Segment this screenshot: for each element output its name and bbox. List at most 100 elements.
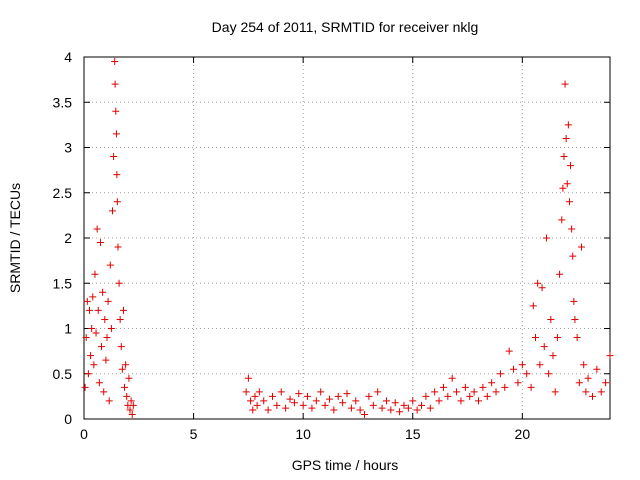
data-point	[571, 315, 579, 323]
data-point	[92, 329, 100, 337]
data-point	[356, 406, 364, 414]
data-point	[435, 397, 443, 405]
data-point	[121, 383, 129, 391]
data-point	[396, 408, 404, 416]
data-point	[117, 343, 125, 351]
data-point	[374, 388, 382, 396]
data-point	[347, 404, 355, 412]
data-point	[334, 392, 342, 400]
data-point	[448, 374, 456, 382]
data-point	[602, 379, 610, 387]
data-point	[273, 401, 281, 409]
y-axis-label: SRMTID / TECUs	[7, 183, 23, 293]
data-point	[90, 361, 98, 369]
data-point	[113, 171, 121, 179]
data-point	[562, 134, 570, 142]
data-point	[82, 334, 90, 342]
data-point	[83, 297, 91, 305]
data-point	[558, 216, 566, 224]
data-point	[126, 406, 134, 414]
data-point	[244, 374, 252, 382]
data-point	[606, 352, 614, 360]
data-point	[112, 130, 120, 138]
data-point	[110, 153, 118, 161]
data-point	[299, 401, 307, 409]
data-point	[85, 306, 93, 314]
data-point	[597, 388, 605, 396]
data-point	[255, 388, 263, 396]
data-point	[125, 374, 133, 382]
data-point	[439, 383, 447, 391]
data-point	[569, 252, 577, 260]
data-point	[418, 401, 426, 409]
data-point	[527, 383, 535, 391]
data-point	[101, 315, 109, 323]
data-point	[542, 234, 550, 242]
data-point	[369, 401, 377, 409]
data-point	[536, 361, 544, 369]
data-point	[560, 153, 568, 161]
data-point	[382, 397, 390, 405]
x-tick-label: 20	[515, 426, 531, 442]
y-tick-label: 0.5	[53, 366, 73, 382]
data-point	[529, 302, 537, 310]
data-point	[88, 325, 96, 332]
data-point	[479, 383, 487, 391]
data-point	[116, 315, 124, 323]
data-point	[567, 162, 575, 170]
data-point	[551, 388, 559, 396]
data-point	[584, 374, 592, 382]
data-point	[573, 334, 581, 342]
data-point	[312, 397, 320, 405]
data-point	[304, 392, 312, 400]
data-point	[518, 361, 526, 369]
data-point	[559, 184, 567, 192]
data-point	[457, 397, 465, 405]
data-point	[290, 399, 298, 407]
data-point	[94, 306, 102, 314]
data-point	[466, 392, 474, 400]
data-point	[253, 401, 261, 409]
x-tick-label: 10	[295, 426, 311, 442]
x-tick-label: 15	[405, 426, 421, 442]
data-point	[514, 379, 522, 387]
data-point	[352, 397, 360, 405]
data-point	[556, 270, 564, 278]
data-point	[540, 343, 548, 351]
data-point	[431, 388, 439, 396]
data-point	[565, 198, 573, 206]
data-point	[365, 392, 373, 400]
data-point	[251, 392, 259, 400]
grid-lines	[84, 57, 610, 419]
y-tick-label: 0	[64, 411, 72, 427]
data-point	[538, 284, 546, 292]
data-point	[84, 370, 92, 378]
data-point	[247, 397, 255, 405]
data-point	[330, 406, 338, 414]
data-point	[483, 392, 491, 400]
data-point	[561, 80, 569, 88]
data-point	[308, 404, 316, 412]
data-point	[277, 388, 285, 396]
data-point	[496, 370, 504, 378]
data-point	[111, 80, 119, 88]
data-point	[295, 390, 303, 398]
axis-ticks	[83, 56, 610, 420]
data-point	[523, 370, 531, 378]
data-point	[95, 379, 103, 387]
data-point	[112, 107, 120, 115]
data-point	[570, 297, 578, 305]
data-point	[98, 343, 106, 351]
data-point	[444, 392, 452, 400]
data-point	[242, 388, 250, 396]
data-point	[549, 352, 557, 360]
data-point	[122, 361, 130, 369]
y-tick-label: 4	[64, 49, 72, 65]
data-point	[534, 279, 542, 287]
data-point	[107, 325, 115, 332]
data-point	[593, 365, 601, 373]
data-point	[568, 225, 576, 233]
data-point	[378, 404, 386, 412]
data-point	[89, 293, 97, 301]
